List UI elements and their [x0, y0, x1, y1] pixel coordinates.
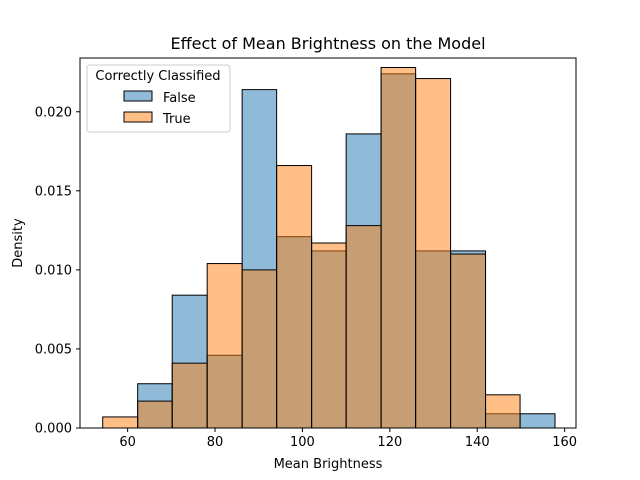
bar-true-2: [171, 362, 208, 429]
x-axis-label: Mean Brightness: [274, 457, 383, 472]
y-tick-label: 0.020: [35, 105, 72, 120]
bar-true-8: [380, 66, 417, 429]
bar-true-6: [311, 242, 347, 429]
y-tick-label: 0.015: [35, 184, 72, 199]
y-tick-label: 0.000: [35, 422, 72, 437]
y-axis-ticks: 0.000 0.005 0.010 0.015 0.020: [35, 105, 80, 437]
legend-title: Correctly Classified: [95, 69, 220, 84]
legend-label-true: True: [162, 112, 191, 127]
bar-true-4: [241, 269, 278, 429]
legend: Correctly Classified False True: [86, 64, 231, 133]
legend-swatch-false: [123, 90, 153, 102]
bar-true-1: [137, 400, 173, 429]
bar-true-10: [450, 253, 487, 429]
bar-false-12: [519, 413, 556, 429]
bar-true-3: [206, 263, 243, 429]
plot-frame: [79, 57, 577, 429]
bar-true-5: [276, 165, 313, 429]
bar-true-9: [415, 78, 452, 429]
chart-title: Effect of Mean Brightness on the Model: [170, 34, 485, 53]
legend-box: [86, 64, 231, 133]
y-tick-label: 0.005: [35, 342, 72, 357]
x-tick-label: 120: [377, 435, 402, 450]
y-tick-label: 0.010: [35, 263, 72, 278]
y-axis-label: Density: [11, 218, 26, 268]
x-axis-ticks: 60 80 100 120 140 160: [119, 428, 577, 450]
bar-true-7: [345, 225, 382, 429]
series-true-bars: [102, 66, 521, 429]
x-tick-label: 80: [207, 435, 224, 450]
x-tick-label: 160: [552, 435, 577, 450]
bar-true-11: [485, 394, 521, 429]
legend-label-false: False: [163, 91, 196, 106]
legend-swatch-true: [123, 111, 153, 123]
bar-true-0: [102, 416, 139, 429]
x-tick-label: 100: [290, 435, 315, 450]
x-tick-label: 60: [119, 435, 136, 450]
x-tick-label: 140: [465, 435, 490, 450]
